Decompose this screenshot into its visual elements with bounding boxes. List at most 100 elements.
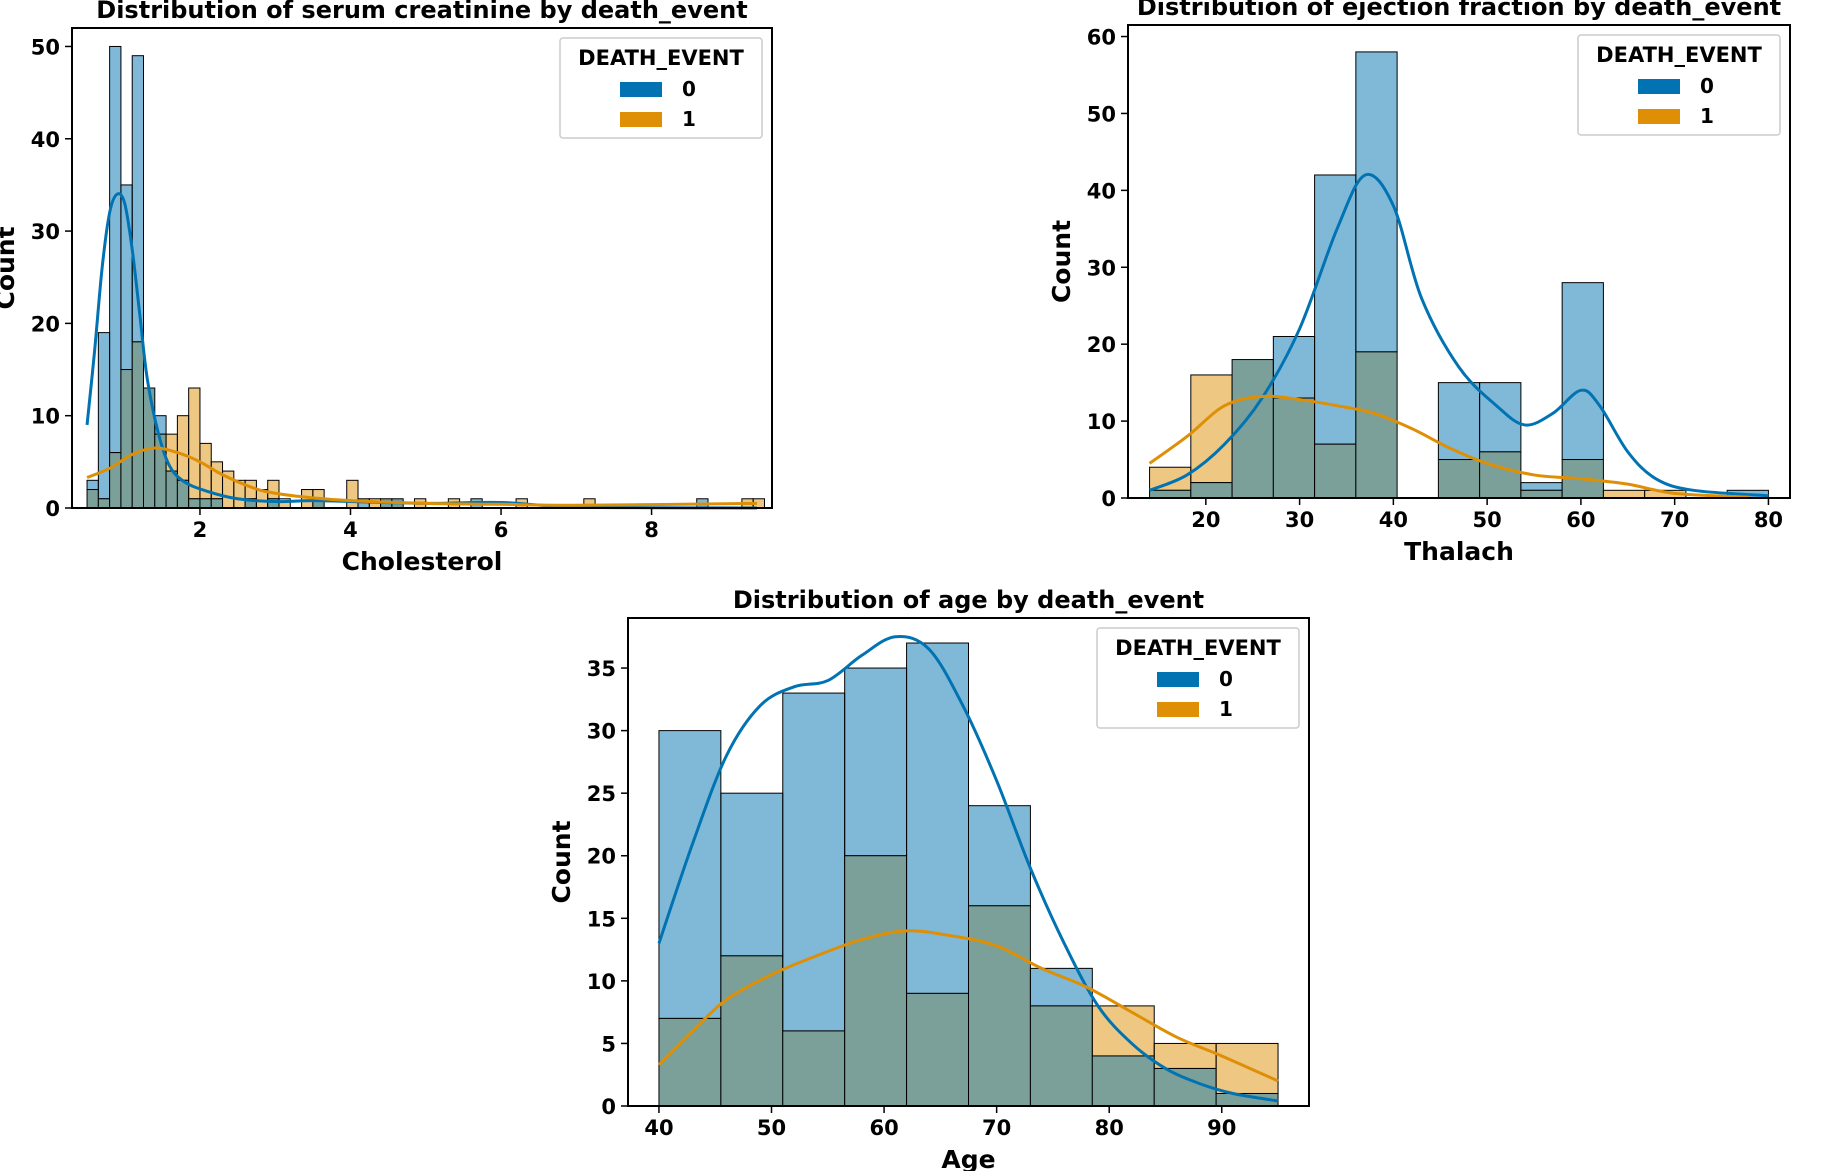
bar-overlap [1437,459,1481,499]
x-tick-label: 90 [1207,1116,1236,1140]
x-tick-label: 50 [757,1116,786,1140]
legend-label: 0 [1700,74,1714,98]
bar-overlap [1520,489,1563,499]
y-tick-label: 5 [601,1032,616,1056]
bar-overlap [1029,1005,1093,1107]
bar-class0 [1029,967,1093,1007]
axes-frame [627,617,1310,1107]
legend-swatch-class1 [1638,109,1680,124]
y-tick-label: 30 [31,220,60,244]
kde-line-class0 [657,635,1279,1103]
bar-class0 [1479,382,1522,453]
legend-label: 0 [682,77,696,101]
bar-overlap [120,369,133,509]
x-axis-label: Age [941,1145,995,1171]
y-tick-label: 0 [601,1095,616,1119]
legend-label: 1 [1700,104,1714,128]
bar-class1 [346,479,359,509]
x-tick-label: 80 [1754,508,1783,532]
y-tick-label: 10 [587,970,616,994]
x-tick-label: 6 [494,518,509,542]
y-tick-label: 35 [587,657,616,681]
bar-overlap [844,855,908,1107]
bar-overlap [131,341,145,509]
bar-overlap [86,489,99,509]
y-tick-label: 10 [1087,410,1116,434]
y-tick-label: 60 [1087,26,1116,50]
x-tick-label: 20 [1191,508,1220,532]
bar-overlap [1149,489,1192,499]
y-axis-label: Count [547,820,576,903]
bar-class1 [1153,1042,1217,1069]
x-tick-label: 8 [644,518,659,542]
chart-title: Distribution of age by death_event [733,586,1204,614]
y-tick-label: 20 [587,845,616,869]
x-tick-label: 4 [343,518,358,542]
chart-title: Distribution of ejection fraction by dea… [1137,0,1781,21]
y-tick-label: 30 [587,720,616,744]
bar-class0 [720,792,784,957]
x-tick-label: 60 [869,1116,898,1140]
x-tick-label: 50 [1473,508,1502,532]
bar-class0 [1520,482,1563,491]
bar-class0 [1437,382,1481,461]
x-axis-label: Cholesterol [342,547,503,576]
bar-overlap [210,498,224,509]
x-tick-label: 30 [1285,508,1314,532]
bar-class0 [968,805,1031,907]
x-tick-label: 70 [1660,508,1689,532]
x-tick-label: 40 [644,1116,673,1140]
bar-class0 [844,667,908,857]
bar-overlap [97,498,111,509]
y-tick-label: 20 [1087,333,1116,357]
legend: DEATH_EVENT 0 1 [1577,34,1781,136]
bar-overlap [188,498,201,509]
bar-class1 [176,415,190,481]
chart-creatinine: Distribution of serum creatinine by deat… [0,0,773,576]
legend-label: 0 [1219,667,1233,691]
bar-class0 [658,730,722,1019]
y-tick-label: 0 [1101,487,1116,511]
bars [658,642,1279,1107]
bar-overlap [1479,451,1522,499]
x-tick-label: 70 [982,1116,1011,1140]
y-tick-label: 20 [31,312,60,336]
legend-title: DEATH_EVENT [1115,636,1281,660]
bar-overlap [720,955,784,1107]
kde-line-class1 [1148,394,1750,499]
x-tick-label: 80 [1095,1116,1124,1140]
bar-overlap [1355,351,1398,499]
y-tick-label: 25 [587,782,616,806]
y-tick-label: 40 [1087,179,1116,203]
legend: DEATH_EVENT 0 1 [559,37,763,139]
bar-class0 [782,692,846,1032]
legend: DEATH_EVENT 0 1 [1096,627,1300,729]
y-axis-label: Count [0,226,20,309]
chart-title: Distribution of serum creatinine by deat… [96,0,747,24]
y-tick-label: 40 [31,128,60,152]
bar-overlap [968,905,1031,1107]
legend-swatch-class0 [620,82,662,97]
bar-class0 [86,479,99,491]
bar-overlap [1190,482,1233,499]
chart-ejection: Distribution of ejection fraction by dea… [1047,0,1791,566]
y-tick-label: 50 [31,35,60,59]
legend-label: 1 [682,107,696,131]
y-axis-label: Count [1047,220,1076,303]
legend-title: DEATH_EVENT [1596,43,1762,67]
x-tick-label: 40 [1379,508,1408,532]
bar-overlap [1314,443,1357,499]
legend-swatch-class1 [620,112,662,127]
bar-class1 [188,387,201,500]
legend-swatch-class1 [1157,702,1199,717]
bar-class0 [109,45,122,454]
bar-overlap [906,992,969,1107]
y-tick-label: 10 [31,405,60,429]
bar-overlap [1091,1055,1155,1107]
x-tick-label: 60 [1566,508,1595,532]
y-tick-label: 15 [587,907,616,931]
y-tick-label: 50 [1087,102,1116,126]
legend-swatch-class0 [1157,672,1199,687]
